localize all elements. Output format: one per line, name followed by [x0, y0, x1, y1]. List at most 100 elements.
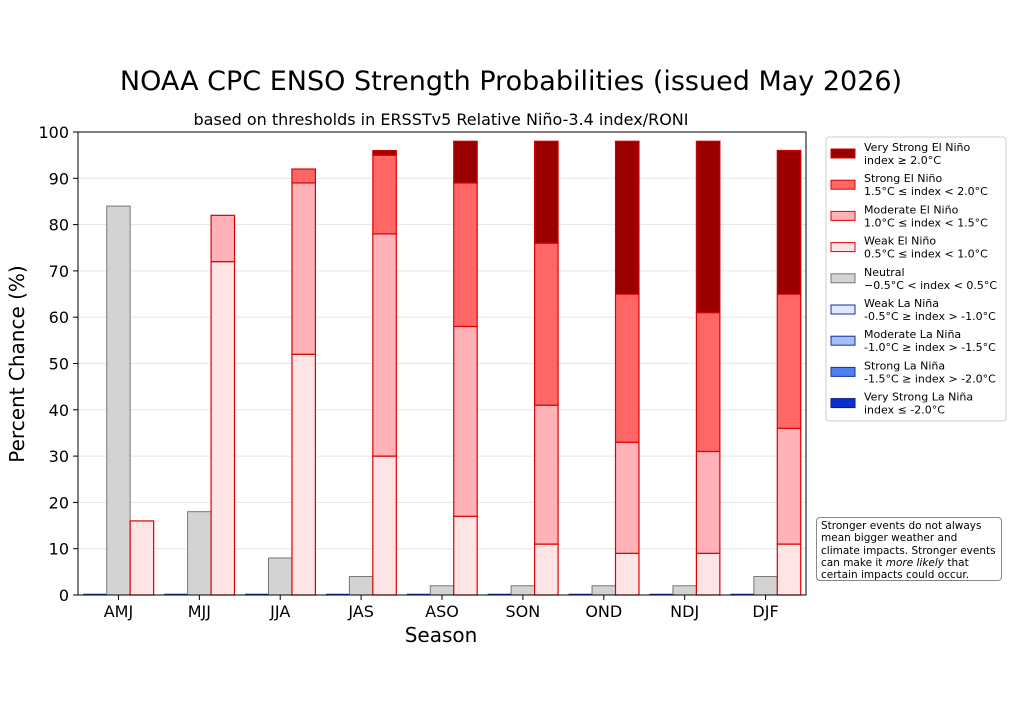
- x-tick-label: DJF: [752, 602, 778, 621]
- bar-strong-el-nino-son: [534, 242, 559, 406]
- bar-moderate-el-nino-son: [534, 404, 559, 545]
- bar-very-strong-el-nino-ond: [614, 140, 640, 295]
- x-tick-label: AMJ: [104, 602, 133, 621]
- bar-weak-el-nino-jas: [372, 455, 397, 596]
- bar-weak-el-nino-djf: [776, 543, 802, 596]
- bar-neutral-jas: [348, 575, 374, 596]
- bar-neutral-jja: [267, 557, 293, 596]
- x-tick-label: JAS: [347, 602, 374, 621]
- bar-very-strong-el-nino-son: [534, 140, 559, 244]
- legend-range-strong-el-nino: 1.5°C ≤ index < 2.0°C: [864, 185, 988, 198]
- bar-very-strong-el-nino-aso: [453, 140, 478, 184]
- bar-weak-el-nino-ndj: [695, 552, 721, 596]
- bar-strong-el-nino-ndj: [695, 311, 721, 453]
- grid-lines: [78, 177, 806, 550]
- bar-very-strong-el-nino-ndj: [695, 140, 721, 314]
- legend-label-moderate-la-nina: Moderate La Niña: [864, 328, 961, 341]
- legend-label-very-strong-el-nino: Very Strong El Niño: [864, 141, 970, 154]
- x-tick-label: OND: [585, 602, 622, 621]
- legend-label-very-strong-la-nina: Very Strong La Niña: [864, 391, 973, 404]
- y-tick-label: 10: [49, 540, 69, 559]
- x-tick-label: JJA: [269, 602, 290, 621]
- bar-strong-el-nino-djf: [776, 293, 802, 429]
- y-tick-label: 60: [49, 308, 69, 327]
- legend-swatch-strong-el-nino: [830, 179, 856, 190]
- legend-label-strong-el-nino: Strong El Niño: [864, 172, 943, 185]
- bar-moderate-el-nino-djf: [776, 427, 802, 545]
- legend-range-weak-el-nino: 0.5°C ≤ index < 1.0°C: [864, 248, 988, 261]
- legend-swatch-weak-el-nino: [830, 242, 856, 253]
- legend-range-very-strong-la-nina: index ≤ -2.0°C: [864, 404, 945, 417]
- legend-label-strong-la-nina: Strong La Niña: [864, 359, 945, 372]
- bar-very-strong-el-nino-jas: [372, 149, 397, 156]
- legend-range-moderate-el-nino: 1.0°C ≤ index < 1.5°C: [864, 216, 988, 229]
- legend-swatch-very-strong-el-nino: [830, 148, 856, 159]
- bar-neutral-son: [510, 585, 536, 596]
- bar-neutral-ndj: [672, 585, 697, 596]
- legend-range-moderate-la-nina: -1.0°C ≥ index > -1.5°C: [864, 341, 996, 354]
- bar-weak-el-nino-jja: [291, 353, 317, 596]
- chart-subtitle: based on thresholds in ERSSTv5 Relative …: [193, 110, 688, 129]
- chart-title: NOAA CPC ENSO Strength Probabilities (is…: [120, 66, 902, 97]
- legend-range-weak-la-nina: -0.5°C ≥ index > -1.0°C: [864, 310, 996, 323]
- bar-moderate-el-nino-aso: [453, 325, 478, 517]
- y-tick-label: 70: [49, 262, 69, 281]
- y-tick-label: 30: [49, 447, 69, 466]
- bar-weak-el-nino-ond: [614, 552, 640, 596]
- legend-label-weak-el-nino: Weak El Niño: [864, 235, 936, 248]
- bar-neutral-ond: [591, 585, 617, 596]
- bar-weak-el-nino-mjj: [210, 261, 236, 596]
- legend-swatch-strong-la-nina: [830, 366, 856, 377]
- bar-strong-el-nino-jas: [372, 154, 397, 235]
- y-tick-label: 20: [49, 493, 69, 512]
- bar-moderate-el-nino-ond: [614, 441, 640, 554]
- legend-label-weak-la-nina: Weak La Niña: [864, 297, 939, 310]
- annotation-text-2: that certain impacts could occur.: [821, 556, 970, 582]
- legend-frame: [825, 136, 1007, 422]
- bar-neutral-amj: [106, 205, 131, 596]
- bar-weak-el-nino-aso: [453, 515, 478, 596]
- axes: 0 10 20 30 40 50 60 70 80 90 100 AMJ MJJ JJA JAS ASO SON…: [38, 123, 807, 621]
- y-tick-label: 100: [38, 123, 69, 142]
- legend-swatch-moderate-la-nina: [830, 335, 856, 346]
- bar-strong-el-nino-jja: [291, 168, 317, 184]
- bar-moderate-el-nino-jja: [291, 182, 317, 355]
- y-tick-label: 40: [49, 401, 69, 420]
- y-tick-label: 0: [59, 586, 69, 605]
- y-axis-label: Percent Chance (%): [5, 265, 29, 462]
- legend-swatch-neutral: [830, 273, 856, 284]
- x-tick-label: ASO: [425, 602, 459, 621]
- annotation-emphasis: more likely: [885, 556, 945, 569]
- legend-swatch-moderate-el-nino: [830, 210, 856, 221]
- bar-moderate-el-nino-ndj: [695, 450, 721, 554]
- x-axis-label: Season: [405, 623, 478, 647]
- legend-range-neutral: −0.5°C < index < 0.5°C: [864, 279, 997, 292]
- annotation-box: Stronger events do not always mean bigge…: [816, 517, 1002, 581]
- bar-neutral-djf: [753, 575, 778, 596]
- legend-range-strong-la-nina: -1.5°C ≥ index > -2.0°C: [864, 372, 996, 385]
- bars-layer: [83, 140, 802, 596]
- bar-weak-el-nino-son: [534, 543, 559, 596]
- plot-frame: [77, 131, 807, 596]
- x-tick-label: SON: [506, 602, 541, 621]
- y-tick-label: 90: [49, 169, 69, 188]
- bar-strong-el-nino-ond: [614, 293, 640, 443]
- y-tick-label: 50: [49, 355, 69, 374]
- bar-neutral-aso: [429, 585, 455, 596]
- legend-swatch-weak-la-nina: [830, 304, 856, 315]
- bar-strong-el-nino-aso: [453, 182, 478, 328]
- bar-neutral-mjj: [187, 511, 212, 596]
- legend-range-very-strong-el-nino: index ≥ 2.0°C: [864, 154, 941, 167]
- bar-very-strong-el-nino-djf: [776, 149, 802, 295]
- y-tick-label: 80: [49, 216, 69, 235]
- legend-swatch-very-strong-la-nina: [830, 398, 856, 409]
- legend-label-moderate-el-nino: Moderate El Niño: [864, 203, 959, 216]
- x-tick-label: MJJ: [188, 602, 211, 621]
- bar-weak-el-nino-amj: [129, 520, 155, 596]
- x-tick-label: NDJ: [670, 602, 699, 621]
- bar-moderate-el-nino-jas: [372, 233, 397, 457]
- legend-label-neutral: Neutral: [864, 266, 905, 279]
- bar-moderate-el-nino-mjj: [210, 214, 236, 263]
